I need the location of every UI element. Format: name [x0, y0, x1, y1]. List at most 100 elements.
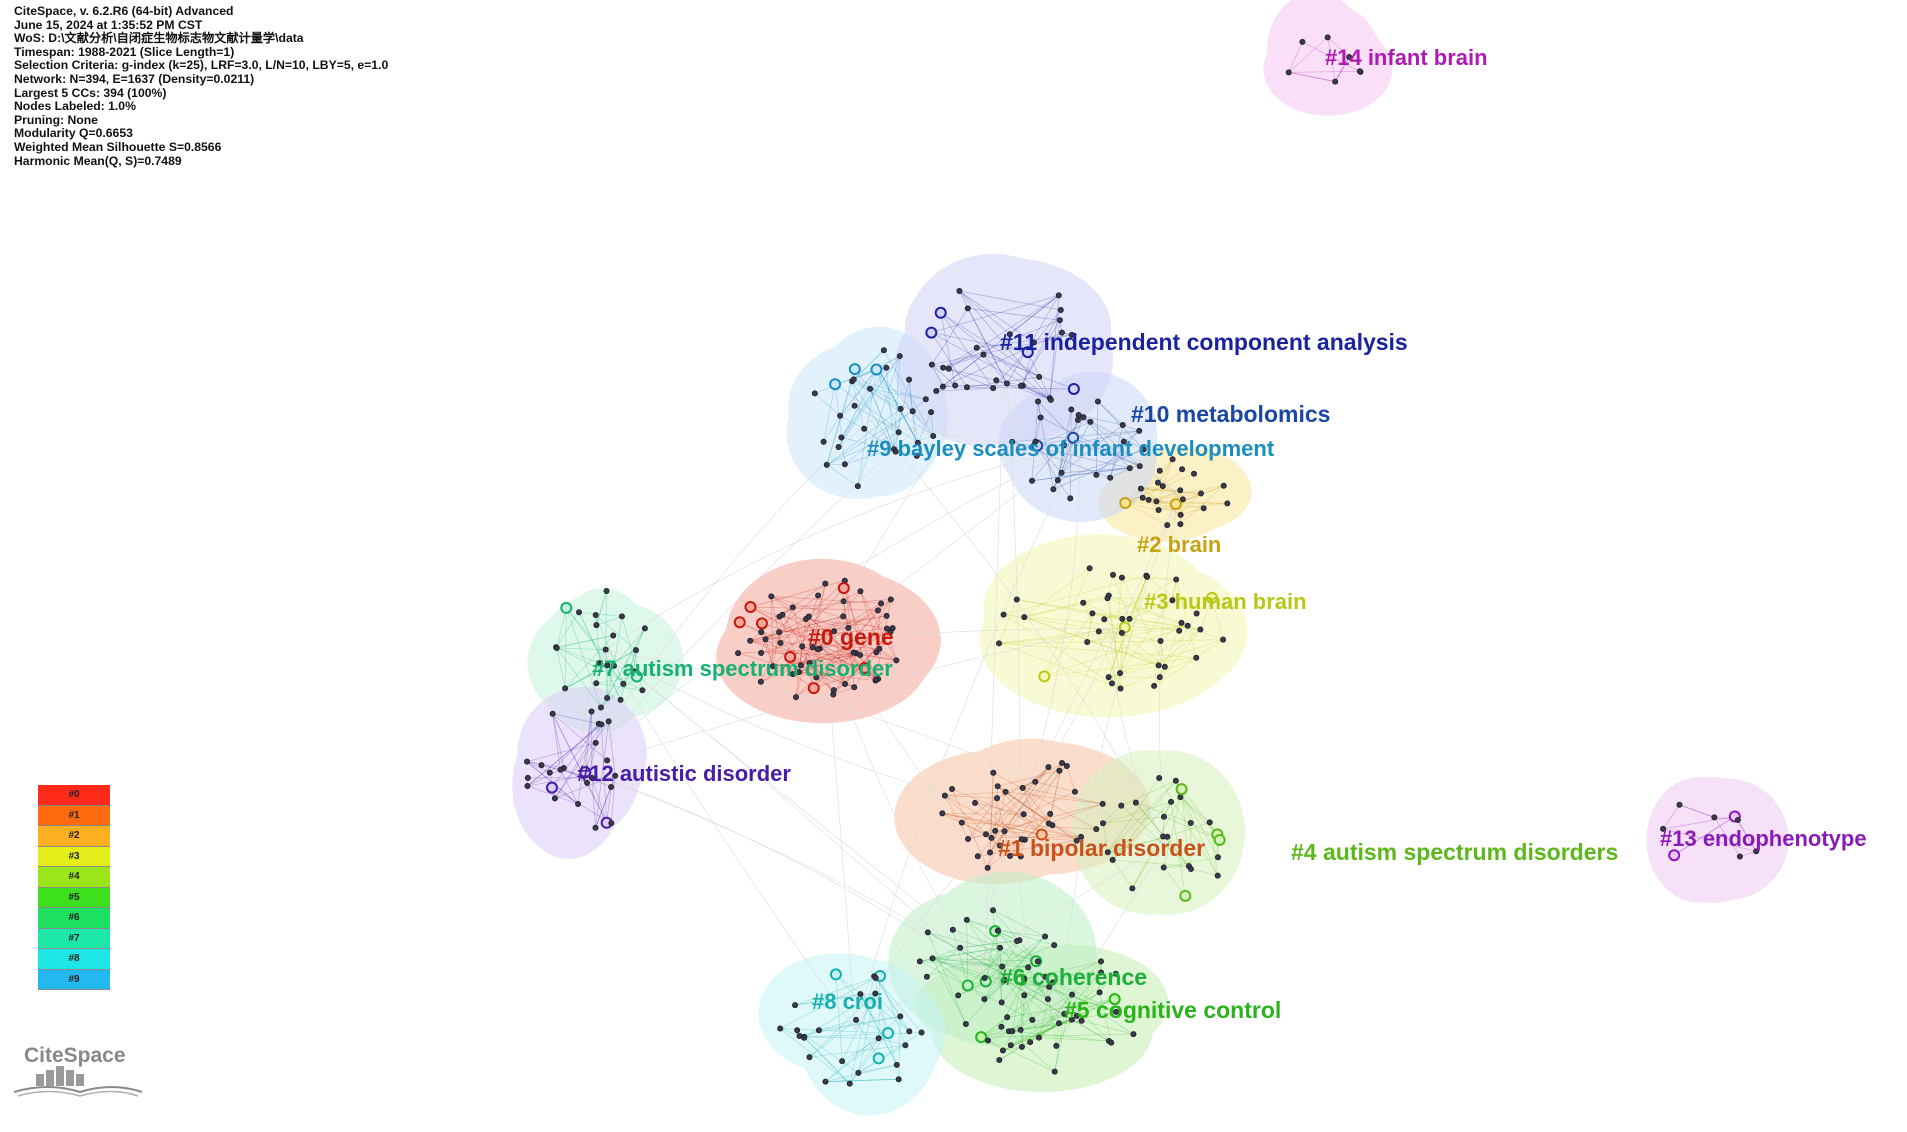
co-citation-link: [1086, 613, 1093, 643]
co-citation-link: [931, 295, 1059, 333]
co-citation-link: [1107, 777, 1160, 853]
co-citation-link: [564, 607, 567, 689]
reference-node: [806, 659, 813, 666]
reference-node: [922, 396, 929, 403]
legend-swatch: #8: [38, 949, 110, 970]
co-citation-link: [1140, 488, 1181, 516]
reference-node: [1676, 801, 1683, 808]
co-citation-link: [779, 616, 802, 666]
co-citation-link: [578, 612, 621, 701]
reference-node: [1096, 989, 1103, 996]
co-citation-link: [1023, 813, 1049, 824]
co-citation-link: [800, 631, 891, 666]
co-citation-link: [595, 663, 601, 684]
co-citation-link: [994, 786, 999, 831]
reference-node: [1095, 628, 1102, 635]
reference-node: [769, 663, 776, 670]
reference-node: [1098, 969, 1105, 976]
co-citation-link: [919, 960, 1033, 1021]
co-citation-link: [851, 380, 901, 410]
reference-node: [1018, 1043, 1025, 1050]
co-citation-link: [1055, 1023, 1060, 1046]
reference-node: [1736, 853, 1743, 860]
reference-node: [992, 827, 999, 834]
inter-cluster-link: [579, 769, 986, 976]
reference-node: [851, 402, 858, 409]
co-citation-link: [1072, 437, 1140, 467]
co-citation-link: [798, 654, 861, 673]
co-citation-link: [1104, 618, 1166, 668]
reference-node: [964, 305, 971, 312]
co-citation-link: [780, 642, 855, 688]
cluster-label: #2 brain: [1137, 532, 1221, 557]
co-citation-link: [1048, 803, 1103, 824]
co-citation-link: [966, 919, 969, 986]
co-citation-link: [595, 614, 637, 651]
co-citation-link: [1036, 445, 1059, 481]
co-citation-link: [966, 376, 1040, 388]
inter-cluster-link: [824, 444, 1081, 641]
co-citation-link: [959, 290, 1011, 335]
co-citation-link: [600, 676, 638, 708]
co-citation-link: [849, 1032, 889, 1084]
reference-node: [789, 604, 796, 611]
co-citation-link: [1020, 319, 1061, 387]
co-citation-link: [998, 626, 1125, 644]
co-citation-link: [1090, 421, 1141, 467]
reference-node: [1051, 1068, 1058, 1075]
co-citation-link: [563, 767, 588, 784]
reference-node: [1020, 811, 1027, 818]
reference-node: [1045, 764, 1052, 771]
reference-node: [814, 646, 821, 653]
co-citation-link: [605, 590, 607, 650]
co-citation-link: [877, 367, 919, 444]
reference-node: [1021, 975, 1028, 982]
reference-node: [838, 434, 845, 441]
co-citation-link: [926, 947, 961, 978]
co-citation-link: [997, 785, 1077, 841]
reference-node: [892, 448, 899, 455]
co-citation-link: [1170, 801, 1186, 896]
co-citation-link: [1034, 766, 1049, 783]
co-citation-link: [782, 614, 834, 695]
co-citation-link: [1147, 576, 1177, 580]
co-citation-link: [875, 599, 892, 681]
reference-node: [1044, 996, 1051, 1003]
co-citation-link: [977, 840, 1077, 857]
co-citation-link: [1107, 597, 1224, 641]
co-citation-link: [817, 616, 844, 650]
co-citation-link: [942, 812, 1024, 815]
co-citation-link: [1016, 599, 1180, 632]
reference-node: [777, 1025, 784, 1032]
reference-node: [1093, 826, 1100, 833]
reference-node: [965, 835, 972, 842]
co-citation-link: [992, 909, 1046, 937]
reference-node: [1089, 610, 1096, 617]
co-citation-link: [1163, 797, 1181, 868]
reference-node: [1130, 1031, 1137, 1038]
reference-node: [562, 685, 569, 692]
co-citation-link: [1180, 796, 1218, 835]
reference-node: [1032, 778, 1039, 785]
reference-node: [1153, 498, 1160, 505]
reference-node: [889, 625, 896, 632]
reference-node: [641, 625, 648, 632]
reference-node: [768, 593, 775, 600]
co-citation-link: [613, 628, 646, 666]
reference-node: [1035, 1034, 1042, 1041]
co-citation-link: [948, 368, 994, 389]
cluster-hull: [527, 587, 684, 732]
co-citation-link: [944, 795, 998, 799]
co-citation-link: [1021, 961, 1102, 981]
co-citation-link: [932, 958, 986, 982]
co-citation-link: [1288, 71, 1336, 82]
co-citation-link: [1020, 998, 1115, 1031]
reference-node: [949, 786, 956, 793]
reference-node: [1027, 1039, 1034, 1046]
co-citation-link: [552, 713, 608, 823]
co-citation-link: [1009, 813, 1051, 857]
co-citation-link: [1162, 816, 1165, 837]
co-citation-link: [1007, 998, 1115, 1018]
co-citation-link: [1021, 995, 1025, 1047]
co-citation-link: [1140, 485, 1163, 490]
